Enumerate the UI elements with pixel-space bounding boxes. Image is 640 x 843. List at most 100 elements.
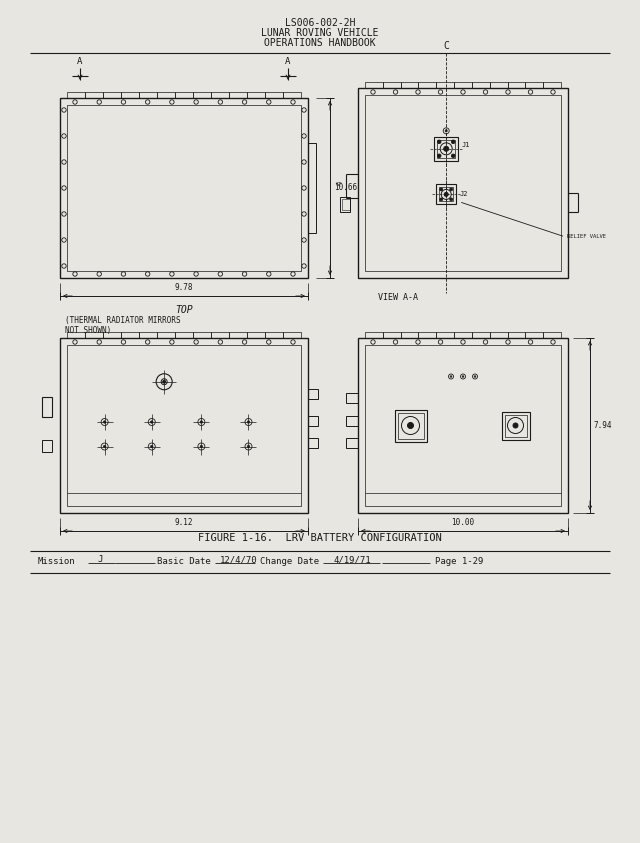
Bar [308, 389, 318, 400]
Bar [42, 397, 52, 416]
Text: J1: J1 [461, 142, 470, 148]
Circle shape [150, 445, 153, 448]
Bar [67, 332, 85, 338]
Bar [365, 82, 383, 88]
Bar [67, 92, 85, 98]
Bar [436, 185, 456, 204]
Bar [525, 82, 543, 88]
Bar [383, 82, 401, 88]
Circle shape [440, 198, 443, 201]
Bar [365, 95, 561, 271]
Bar [121, 332, 139, 338]
Bar [283, 332, 301, 338]
Bar [342, 198, 350, 210]
Bar [42, 440, 52, 452]
Bar [504, 415, 527, 437]
Bar [436, 332, 454, 338]
Text: J2: J2 [460, 191, 468, 197]
Text: (THERMAL RADIATOR MIRRORS: (THERMAL RADIATOR MIRRORS [65, 315, 180, 325]
Bar [193, 332, 211, 338]
Bar [308, 143, 316, 233]
Bar [419, 332, 436, 338]
Bar [103, 92, 121, 98]
Bar [265, 92, 283, 98]
Bar [340, 196, 350, 212]
Bar [358, 338, 568, 513]
Bar [472, 332, 490, 338]
Circle shape [104, 445, 106, 448]
Text: RELIEF VALVE: RELIEF VALVE [567, 234, 606, 239]
Bar [543, 332, 561, 338]
Bar [139, 92, 157, 98]
Bar [283, 92, 301, 98]
Text: NOT SHOWN): NOT SHOWN) [65, 325, 111, 335]
Circle shape [462, 376, 464, 378]
Bar [365, 332, 383, 338]
Circle shape [104, 421, 106, 423]
Circle shape [513, 423, 518, 428]
Bar [211, 92, 229, 98]
Bar [397, 412, 424, 438]
Circle shape [445, 130, 447, 132]
Text: OPERATIONS HANDBOOK: OPERATIONS HANDBOOK [264, 38, 376, 48]
Bar [103, 332, 121, 338]
Text: 7.94: 7.94 [594, 421, 612, 430]
Circle shape [474, 376, 476, 378]
Circle shape [450, 198, 452, 201]
Text: LS006-002-2H: LS006-002-2H [285, 18, 355, 28]
Text: 12/4/70: 12/4/70 [220, 556, 258, 565]
Circle shape [437, 140, 441, 143]
Text: TOP: TOP [175, 305, 193, 315]
Text: 10.66: 10.66 [334, 184, 357, 192]
Bar [121, 92, 139, 98]
Bar [436, 82, 454, 88]
Bar [193, 92, 211, 98]
Bar [472, 82, 490, 88]
Circle shape [437, 154, 441, 158]
Text: Mission: Mission [38, 557, 76, 566]
Circle shape [150, 421, 153, 423]
Bar [439, 187, 453, 201]
Bar [265, 332, 283, 338]
Bar [543, 82, 561, 88]
Circle shape [450, 188, 452, 191]
Bar [490, 332, 508, 338]
Bar [454, 332, 472, 338]
Circle shape [444, 147, 449, 151]
Circle shape [247, 421, 250, 423]
Bar [175, 332, 193, 338]
Circle shape [451, 154, 455, 158]
Bar [346, 393, 358, 403]
Text: 10.00: 10.00 [451, 518, 475, 527]
Bar [419, 82, 436, 88]
Bar [139, 332, 157, 338]
Text: Page 1-29: Page 1-29 [435, 557, 483, 566]
Bar [308, 416, 318, 426]
Bar [85, 332, 103, 338]
Text: A: A [285, 57, 291, 67]
Text: 9.12: 9.12 [175, 518, 193, 527]
Text: FIGURE 1-16.  LRV BATTERY CONFIGURATION: FIGURE 1-16. LRV BATTERY CONFIGURATION [198, 533, 442, 543]
Circle shape [408, 422, 413, 428]
Bar [394, 410, 426, 442]
Bar [85, 92, 103, 98]
Text: C: C [444, 41, 449, 51]
Text: GT: GT [335, 182, 342, 187]
Bar [346, 438, 358, 448]
Bar [308, 438, 318, 448]
Bar [175, 92, 193, 98]
Bar [525, 332, 543, 338]
Circle shape [451, 140, 455, 143]
Bar [67, 105, 301, 271]
Circle shape [450, 376, 452, 378]
Bar [508, 82, 525, 88]
Bar [247, 92, 265, 98]
Bar [157, 332, 175, 338]
Circle shape [247, 445, 250, 448]
Text: LUNAR ROVING VEHICLE: LUNAR ROVING VEHICLE [261, 28, 379, 38]
Text: VIEW A-A: VIEW A-A [378, 293, 418, 303]
Bar [434, 137, 458, 161]
Text: J: J [97, 556, 102, 565]
Bar [365, 345, 561, 506]
Circle shape [200, 421, 202, 423]
